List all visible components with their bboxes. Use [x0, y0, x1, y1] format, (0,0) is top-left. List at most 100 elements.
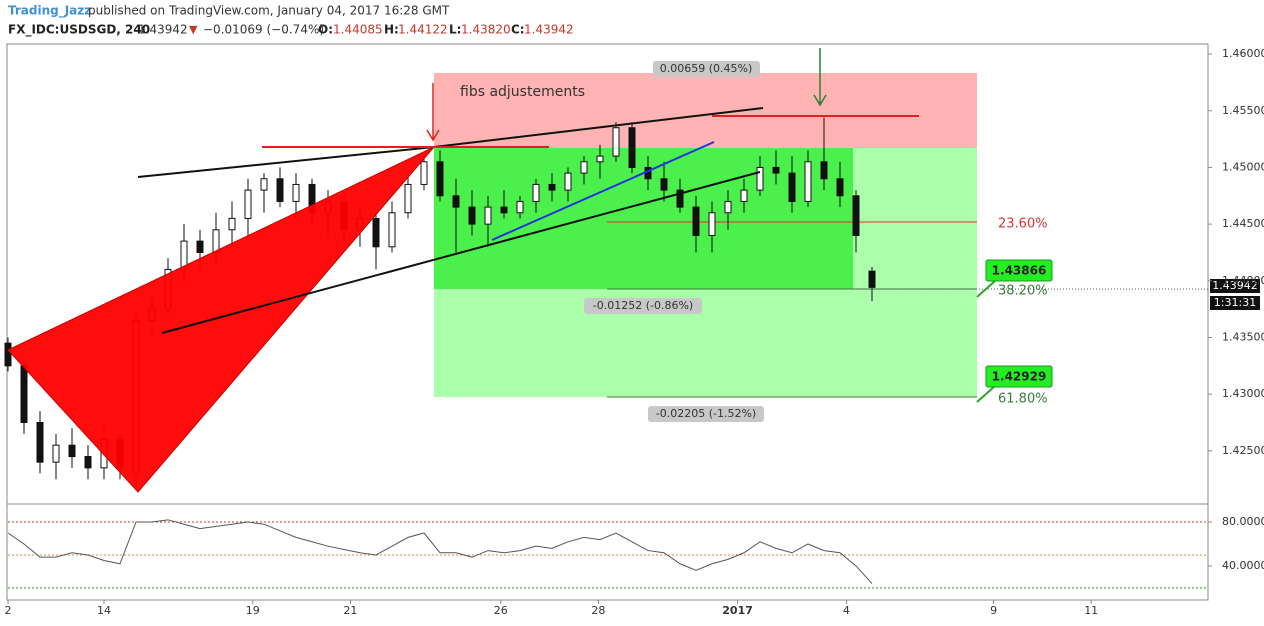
- low: 1.43820: [461, 23, 511, 37]
- candle-body: [692, 206, 700, 236]
- target-box: [985, 365, 1053, 388]
- y-tick-label: 1.43000: [1222, 387, 1264, 400]
- y-tick-label: 1.44000: [1222, 274, 1264, 287]
- range-label: -0.02205 (-1.52%): [656, 407, 756, 420]
- callout: [976, 385, 996, 403]
- note: fibs adjustements: [460, 84, 585, 100]
- candle-body: [500, 206, 508, 214]
- candle-body: [724, 200, 732, 214]
- price-tag: [1210, 279, 1260, 293]
- high: 1.44122: [398, 23, 448, 37]
- pane-frame: [6, 43, 1209, 601]
- fib-label: 23.60%: [998, 217, 1048, 232]
- x-tick-label: 2: [5, 604, 12, 617]
- range-label: 0.00659 (0.45%): [660, 62, 753, 75]
- arrow: [813, 48, 827, 107]
- candle-body: [452, 195, 460, 208]
- candle-body: [292, 183, 300, 202]
- candle-body: [4, 342, 12, 367]
- candle-body: [852, 195, 860, 236]
- candle-body: [404, 183, 412, 214]
- fib-label: 61.80%: [998, 392, 1048, 407]
- candle-body: [804, 161, 812, 202]
- candle-body: [260, 178, 268, 191]
- price-tag-text: 1.43942: [1212, 279, 1258, 292]
- candle-body: [84, 456, 92, 469]
- author[interactable]: Trading_Jazz: [8, 4, 91, 19]
- candle-body: [52, 444, 60, 463]
- candle-body: [820, 161, 828, 180]
- candle-body: [660, 178, 668, 191]
- candle-body: [36, 422, 44, 463]
- h-label: H:: [384, 23, 399, 37]
- candle-body: [276, 178, 284, 202]
- arrow: [426, 83, 440, 142]
- y-tick-label: 1.46000: [1222, 47, 1264, 60]
- candle-body: [228, 217, 236, 231]
- trend-line: [491, 141, 715, 241]
- candle-body: [548, 183, 556, 191]
- o-label: O:: [318, 23, 333, 37]
- candle-body: [244, 189, 252, 219]
- candle-body: [612, 127, 620, 157]
- candle-body: [564, 172, 572, 191]
- label-box: [653, 61, 760, 77]
- open: 1.44085: [333, 23, 383, 37]
- range-box: [434, 148, 853, 289]
- candle-body: [68, 444, 76, 458]
- countdown: 1:31:31: [1214, 296, 1256, 309]
- range-box: [853, 148, 977, 289]
- candle-body: [388, 212, 396, 248]
- trend-line: [433, 107, 764, 148]
- candle-body: [212, 229, 220, 253]
- y-tick-label: 1.45000: [1222, 160, 1264, 173]
- target: 1.43866: [992, 264, 1047, 278]
- x-tick-label: 14: [97, 604, 111, 617]
- close: 1.43942: [524, 23, 574, 37]
- candle-body: [532, 183, 540, 202]
- change: −0.01069 (−0.74%): [203, 23, 324, 37]
- candle-body: [420, 161, 428, 185]
- x-tick-label: 28: [591, 604, 605, 617]
- y-tick-label: 1.43500: [1222, 330, 1264, 343]
- rsi-tick-label: 40.0000: [1222, 559, 1264, 572]
- symbol: FX_IDC:USDSGD, 240: [8, 23, 150, 38]
- x-tick-label: 4: [843, 604, 850, 617]
- fib-label: 38.20%: [998, 284, 1048, 299]
- candle-body: [196, 240, 204, 253]
- candles: [4, 117, 876, 491]
- x-tick-label: 21: [343, 604, 357, 617]
- candle-body: [836, 178, 844, 197]
- candle-body: [372, 217, 380, 248]
- candle-body: [788, 172, 796, 202]
- candle-body: [596, 155, 604, 163]
- candle-body: [676, 189, 684, 208]
- trend-line: [137, 146, 435, 178]
- rsi-tick-label: 80.0000: [1222, 515, 1264, 528]
- candle-body: [516, 200, 524, 214]
- candle-body: [628, 127, 636, 168]
- candle-body: [772, 166, 780, 174]
- target-box: [985, 259, 1053, 282]
- x-tick-label: 19: [246, 604, 260, 617]
- rsi-line: [7, 519, 873, 584]
- label-box: [584, 298, 702, 314]
- candle-body: [868, 270, 876, 288]
- last: 1.43942: [138, 23, 188, 37]
- trend-line: [161, 171, 761, 334]
- candle-body: [468, 206, 476, 225]
- l-label: L:: [449, 23, 461, 37]
- x-tick-label: 26: [494, 604, 508, 617]
- x-tick-label: 9: [990, 604, 997, 617]
- x-tick-label: 11: [1084, 604, 1098, 617]
- y-tick-label: 1.45500: [1222, 104, 1264, 117]
- range-box: [434, 289, 977, 397]
- candle-body: [740, 189, 748, 202]
- candle-body: [20, 365, 28, 424]
- triangle: [7, 146, 435, 493]
- y-tick-label: 1.44500: [1222, 217, 1264, 230]
- published: published on TradingView.com, January 04…: [88, 4, 450, 18]
- x-tick-label: 2017: [722, 604, 753, 617]
- candle-body: [484, 206, 492, 225]
